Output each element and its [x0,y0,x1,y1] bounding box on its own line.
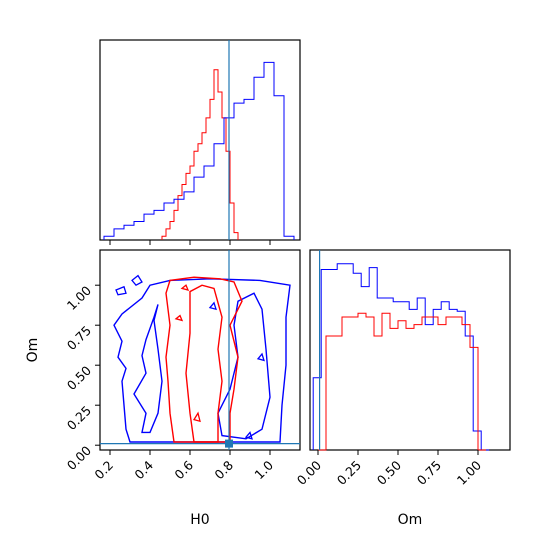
h0-hist-red-series [161,69,239,240]
h0-histogram-frame [99,39,301,241]
contour-red-island [180,284,190,291]
contour-blue-island [256,352,265,362]
x-tick-label-h0: 0.6 [171,457,196,482]
contour-red-island [192,411,201,423]
y-tick-label-om: 0.75 [64,323,94,353]
contour-blue-island [115,285,127,296]
x-tick-label-h0: 1.0 [251,457,276,482]
contour-blue-island [244,431,253,440]
x-tick-label-om: 0.50 [374,457,404,487]
y-tick-label-om: 1.00 [64,283,94,313]
x-tick-label-om: 0.00 [294,457,324,487]
x-tick-label-h0: 0.4 [131,457,156,482]
x-tick-label-om: 0.25 [334,458,364,488]
x-axis-label-om: Om [398,512,423,528]
contour-blue-inner-left [133,304,163,434]
contour-frame [99,249,301,451]
x-tick-label-h0: 0.8 [211,457,236,482]
contour-truth-marker [225,439,233,448]
x-tick-label-om: 0.75 [414,458,444,488]
h0-hist-blue-series [103,61,295,240]
om-hist-red-series [318,312,486,451]
om-hist-blue-series [312,263,490,451]
contour-red-inner [185,284,223,443]
contour-blue-island [208,301,217,311]
contour-red-outer [165,276,243,443]
y-tick-label-om: 0.25 [64,403,94,433]
y-axis-label-om: Om [25,338,41,363]
x-tick-label-om: 1.00 [454,457,484,487]
y-tick-label-om: 0.50 [64,363,94,393]
contour-blue-island [131,274,143,287]
y-tick-label-om: 0.00 [64,443,94,473]
contour-red-island [174,314,184,322]
x-axis-label-h0: H0 [190,512,209,528]
contour-blue-inner-right [217,292,271,440]
x-tick-label-h0: 0.2 [91,458,116,483]
om-histogram-frame [309,249,511,451]
